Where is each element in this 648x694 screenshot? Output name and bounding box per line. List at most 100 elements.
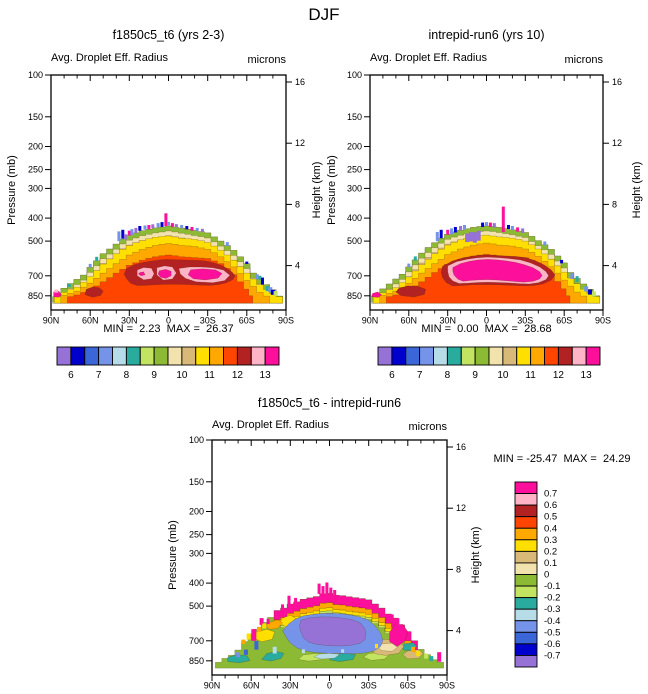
- colorbar-cell: [514, 504, 538, 518]
- page-title: DJF: [308, 5, 340, 24]
- colorbar-cell: [514, 597, 538, 610]
- axes: [364, 74, 609, 316]
- panel3-contour-plot: 90N 60N 30N 0 30S 60S 90S 100 150 200 250 300 400 500…: [189, 435, 466, 691]
- x-tick-label: 90N: [43, 316, 60, 326]
- colorbar-cell: [571, 346, 587, 366]
- colorbar-label: 0.3: [544, 535, 557, 546]
- speckle: [395, 618, 400, 626]
- y-tick-label: 150: [28, 112, 43, 122]
- speckle: [459, 226, 463, 231]
- x-tick-label: 90S: [439, 681, 455, 691]
- contour-band: [299, 616, 367, 647]
- speckle: [241, 639, 246, 644]
- colorbar-cell: [460, 346, 476, 366]
- panel1-y2label: Height (km): [311, 161, 323, 219]
- speckle: [341, 649, 345, 653]
- speckle: [151, 224, 155, 229]
- speckle: [492, 223, 496, 228]
- colorbar-label: 11: [204, 370, 215, 381]
- speckle: [251, 629, 257, 641]
- colorbar-label: -0.4: [544, 616, 560, 627]
- speckle: [317, 583, 321, 594]
- colorbar-cell: [181, 346, 197, 366]
- speckle: [321, 586, 325, 596]
- speckle: [521, 228, 525, 233]
- speckle: [156, 223, 160, 228]
- colorbar-cell: [516, 346, 532, 366]
- colorbar-cell: [250, 346, 266, 366]
- x-tick-label: 60S: [556, 316, 572, 326]
- colorbar-label: 0.2: [544, 546, 557, 557]
- y-tick-label: 700: [189, 636, 204, 646]
- panel2-units: microns: [564, 54, 603, 66]
- colorbar-cell: [502, 346, 518, 366]
- speckle: [257, 626, 261, 632]
- colorbar-cell: [419, 346, 434, 366]
- speckle: [88, 263, 92, 268]
- speckle: [263, 284, 268, 290]
- speckle: [446, 229, 450, 235]
- y2-tick-label: 12: [612, 138, 622, 148]
- y2-tick-label: 16: [612, 77, 622, 87]
- contour-speckles: [407, 206, 596, 297]
- speckle: [134, 227, 138, 234]
- panel3-y2label: Height (km): [470, 526, 482, 584]
- colorbar-cell: [377, 346, 393, 366]
- colorbar-cell: [514, 516, 538, 529]
- x-tick-label: 30S: [517, 316, 533, 326]
- x-tick-label: 30S: [361, 681, 377, 691]
- speckle: [450, 228, 453, 235]
- speckle: [138, 226, 142, 231]
- y-tick-label: 500: [347, 236, 362, 246]
- y-tick-label: 250: [347, 165, 362, 175]
- y2-tick-label: 8: [456, 564, 461, 574]
- speckle: [287, 595, 291, 605]
- colorbar-cell: [514, 620, 538, 633]
- speckle: [195, 227, 199, 231]
- colorbar-label: 0.7: [544, 489, 557, 500]
- y-tick-label: 100: [28, 70, 43, 80]
- speckle: [411, 646, 416, 653]
- contour-band: [313, 653, 341, 660]
- panel3-ylabel: Pressure (mb): [167, 520, 179, 590]
- speckle: [407, 263, 411, 268]
- colorbar-label: 0.4: [544, 523, 557, 534]
- panel1-subtitle: Avg. Droplet Eff. Radius: [51, 52, 168, 64]
- speckle: [174, 224, 178, 227]
- y-tick-label: 300: [189, 548, 204, 558]
- colorbar-cell: [209, 346, 224, 366]
- y-tick-label: 200: [347, 142, 362, 152]
- colorbar-label: 8: [445, 370, 451, 381]
- colorbar-cell: [514, 654, 538, 668]
- colorbar-cell: [153, 346, 169, 366]
- speckle: [424, 653, 429, 659]
- speckle: [266, 618, 270, 624]
- colorbar-label: 9: [472, 370, 478, 381]
- colorbar-label: 6: [68, 370, 74, 381]
- x-tick-label: 30N: [121, 316, 138, 326]
- speckle: [200, 228, 204, 232]
- y-tick-label: 150: [347, 112, 362, 122]
- speckle: [259, 618, 264, 625]
- speckle: [560, 259, 564, 264]
- y-tick-label: 400: [347, 213, 362, 223]
- panel2-y2label: Height (km): [631, 161, 643, 219]
- colorbar-label: 12: [232, 370, 244, 381]
- speckle: [429, 656, 434, 662]
- panel2-colorbar: 6 7 8 9 10 11 12 13: [377, 346, 601, 381]
- contour-band: [370, 291, 383, 298]
- contour-speckles: [54, 213, 278, 297]
- x-tick-label: 90S: [595, 316, 611, 326]
- x-tick-label: 0: [166, 316, 171, 326]
- speckle: [265, 285, 270, 292]
- speckle: [130, 229, 134, 236]
- colorbar-cell: [84, 346, 100, 366]
- colorbar-label: 7: [417, 370, 423, 381]
- colorbar-label: 13: [581, 370, 593, 381]
- x-tick-label: 0: [484, 316, 489, 326]
- y2-tick-label: 16: [295, 77, 305, 87]
- speckle: [270, 289, 275, 295]
- speckle: [164, 213, 168, 226]
- y-tick-label: 300: [28, 183, 43, 193]
